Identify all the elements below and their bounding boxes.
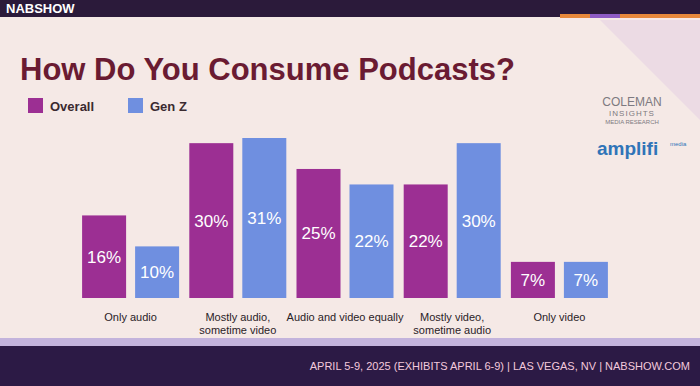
data-label: 30% <box>194 212 228 231</box>
data-label: 22% <box>354 232 388 251</box>
logo-text: COLEMAN <box>602 95 661 109</box>
logo-text: INSIGHTS <box>609 109 655 118</box>
brand: NABSHOW <box>6 1 75 16</box>
logo-text: media <box>670 141 687 147</box>
category-line: Only audio <box>104 311 157 323</box>
data-label: 16% <box>87 248 121 267</box>
legend-label: Gen Z <box>150 99 187 114</box>
bar <box>564 262 608 298</box>
data-label: 10% <box>140 263 174 282</box>
bar <box>82 215 126 298</box>
category-label: Mostly video,sometime audio <box>413 311 491 336</box>
bar <box>511 262 555 298</box>
category-line: sometime audio <box>413 324 491 336</box>
data-label: 22% <box>409 232 443 251</box>
page: {"chart_data": {"type": "bar", "title": … <box>0 0 700 386</box>
bar <box>189 143 233 298</box>
background <box>0 0 700 386</box>
category-line: Audio and video equally <box>287 311 404 323</box>
legend-label: Overall <box>50 99 94 114</box>
data-labels: 16% 30% 25% 22% 7% 10% 31% 22% 30% 7% <box>87 209 598 290</box>
category-line: Mostly video, <box>420 311 484 323</box>
decoration <box>620 14 700 18</box>
category-line: sometime video <box>199 324 276 336</box>
bar <box>350 184 394 298</box>
legend-swatch <box>128 98 143 113</box>
logo-text: MEDIA RESEARCH <box>605 119 659 125</box>
category-label: Only video <box>533 311 585 323</box>
category-line: Only video <box>533 311 585 323</box>
category-label: Audio and video equally <box>287 311 404 323</box>
bar <box>404 184 448 298</box>
decoration <box>560 14 590 18</box>
data-label: 25% <box>301 224 335 243</box>
category-label: Mostly audio,sometime video <box>199 311 276 336</box>
bar <box>297 169 341 298</box>
decoration <box>600 20 700 120</box>
category-label: Only audio <box>104 311 157 323</box>
footer-text: APRIL 5-9, 2025 (EXHIBITS APRIL 6-9) | L… <box>310 360 690 372</box>
bar <box>135 246 179 298</box>
footer-band <box>0 346 700 386</box>
footer-stripe <box>0 338 700 346</box>
bars <box>82 138 608 298</box>
decoration <box>590 14 620 18</box>
bar <box>242 138 286 298</box>
data-label: 30% <box>462 212 496 231</box>
bar <box>457 143 501 298</box>
category-line: Mostly audio, <box>205 311 270 323</box>
data-label: 7% <box>521 271 546 290</box>
title: How Do You Consume Podcasts? <box>20 52 515 87</box>
data-label: 31% <box>247 209 281 228</box>
data-label: 7% <box>574 271 599 290</box>
logo-text: amplifi <box>597 138 658 159</box>
top-strip <box>0 0 700 17</box>
slide: NABSHOW How Do You Consume Podcasts? COLEM… <box>0 0 700 386</box>
legend-swatch <box>28 98 43 113</box>
